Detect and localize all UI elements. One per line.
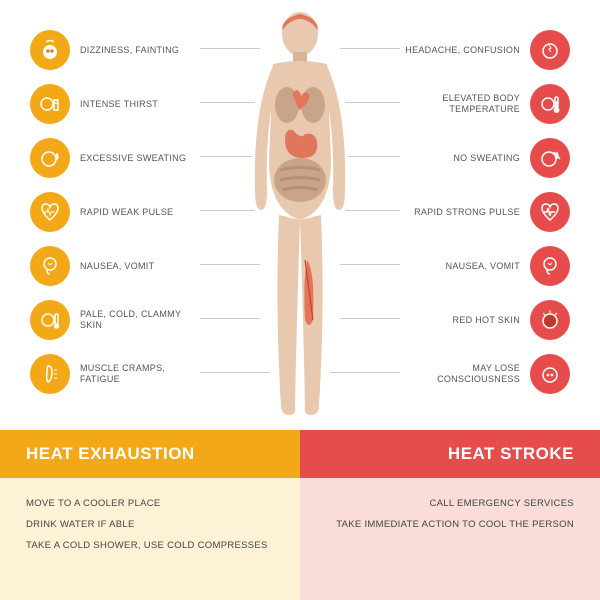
cold-skin-icon bbox=[30, 300, 70, 340]
symptom-label: NAUSEA, VOMIT bbox=[80, 261, 154, 272]
symptom-left-5: PALE, COLD, CLAMMY SKIN bbox=[30, 298, 200, 342]
no-sweat-icon bbox=[530, 138, 570, 178]
leader-line bbox=[340, 264, 400, 265]
leader-line bbox=[200, 48, 260, 49]
leader-line bbox=[200, 210, 255, 211]
symptom-label: HEADACHE, CONFUSION bbox=[405, 45, 520, 56]
advice-line: TAKE IMMEDIATE ACTION TO COOL THE PERSON bbox=[326, 515, 574, 536]
headache-icon bbox=[530, 30, 570, 70]
leader-line bbox=[340, 318, 400, 319]
leader-line bbox=[200, 102, 255, 103]
hot-skin-icon bbox=[530, 300, 570, 340]
symptom-left-3: RAPID WEAK PULSE bbox=[30, 190, 173, 234]
leader-line bbox=[330, 372, 400, 373]
symptom-right-4: NAUSEA, VOMIT bbox=[446, 244, 570, 288]
symptom-left-4: NAUSEA, VOMIT bbox=[30, 244, 154, 288]
advice-area: HEAT EXHAUSTION MOVE TO A COOLER PLACE D… bbox=[0, 430, 600, 600]
symptom-right-1: ELEVATED BODY TEMPERATURE bbox=[400, 82, 570, 126]
symptom-right-6: MAY LOSE CONSCIOUSNESS bbox=[400, 352, 570, 396]
symptom-label: MUSCLE CRAMPS, FATIGUE bbox=[80, 363, 200, 385]
symptom-right-2: NO SWEATING bbox=[453, 136, 570, 180]
symptom-right-3: RAPID STRONG PULSE bbox=[414, 190, 570, 234]
thirst-icon bbox=[30, 84, 70, 124]
symptom-right-0: HEADACHE, CONFUSION bbox=[405, 28, 570, 72]
symptom-left-2: EXCESSIVE SWEATING bbox=[30, 136, 186, 180]
symptom-label: EXCESSIVE SWEATING bbox=[80, 153, 186, 164]
leader-line bbox=[200, 264, 260, 265]
infographic-canvas: DIZZINESS, FAINTING INTENSE THIRST EXCES… bbox=[0, 0, 600, 600]
heat-exhaustion-advice: MOVE TO A COOLER PLACE DRINK WATER IF AB… bbox=[0, 478, 300, 600]
heat-exhaustion-header: HEAT EXHAUSTION bbox=[0, 430, 300, 478]
leader-line bbox=[348, 156, 400, 157]
heat-stroke-panel: HEAT STROKE CALL EMERGENCY SERVICES TAKE… bbox=[300, 430, 600, 600]
heat-stroke-advice: CALL EMERGENCY SERVICES TAKE IMMEDIATE A… bbox=[300, 478, 600, 600]
symptom-label: RED HOT SKIN bbox=[453, 315, 520, 326]
symptom-label: PALE, COLD, CLAMMY SKIN bbox=[80, 309, 200, 331]
leader-line bbox=[200, 318, 260, 319]
symptom-label: INTENSE THIRST bbox=[80, 99, 158, 110]
heat-exhaustion-panel: HEAT EXHAUSTION MOVE TO A COOLER PLACE D… bbox=[0, 430, 300, 600]
dizzy-head-icon bbox=[30, 30, 70, 70]
sweat-icon bbox=[30, 138, 70, 178]
symptom-label: ELEVATED BODY TEMPERATURE bbox=[400, 93, 520, 115]
symptom-label: RAPID WEAK PULSE bbox=[80, 207, 173, 218]
symptom-label: RAPID STRONG PULSE bbox=[414, 207, 520, 218]
symptom-label: NO SWEATING bbox=[453, 153, 520, 164]
fever-icon bbox=[530, 84, 570, 124]
leader-line bbox=[345, 102, 400, 103]
symptom-left-6: MUSCLE CRAMPS, FATIGUE bbox=[30, 352, 200, 396]
symptom-right-5: RED HOT SKIN bbox=[453, 298, 570, 342]
human-body-figure bbox=[235, 10, 365, 420]
nausea-icon bbox=[30, 246, 70, 286]
advice-line: MOVE TO A COOLER PLACE bbox=[26, 494, 274, 515]
advice-line: CALL EMERGENCY SERVICES bbox=[326, 494, 574, 515]
leader-line bbox=[200, 156, 252, 157]
symptom-left-0: DIZZINESS, FAINTING bbox=[30, 28, 179, 72]
leader-line bbox=[200, 372, 270, 373]
leader-line bbox=[340, 48, 400, 49]
unconscious-icon bbox=[530, 354, 570, 394]
symptom-label: MAY LOSE CONSCIOUSNESS bbox=[400, 363, 520, 385]
pulse-icon bbox=[30, 192, 70, 232]
symptom-label: NAUSEA, VOMIT bbox=[446, 261, 520, 272]
leader-line bbox=[345, 210, 400, 211]
nausea-icon bbox=[530, 246, 570, 286]
heat-stroke-header: HEAT STROKE bbox=[300, 430, 600, 478]
pulse-strong-icon bbox=[530, 192, 570, 232]
advice-line: TAKE A COLD SHOWER, USE COLD COMPRESSES bbox=[26, 536, 274, 557]
symptom-left-1: INTENSE THIRST bbox=[30, 82, 158, 126]
symptoms-area: DIZZINESS, FAINTING INTENSE THIRST EXCES… bbox=[0, 0, 600, 430]
cramps-icon bbox=[30, 354, 70, 394]
symptom-label: DIZZINESS, FAINTING bbox=[80, 45, 179, 56]
advice-line: DRINK WATER IF ABLE bbox=[26, 515, 274, 536]
